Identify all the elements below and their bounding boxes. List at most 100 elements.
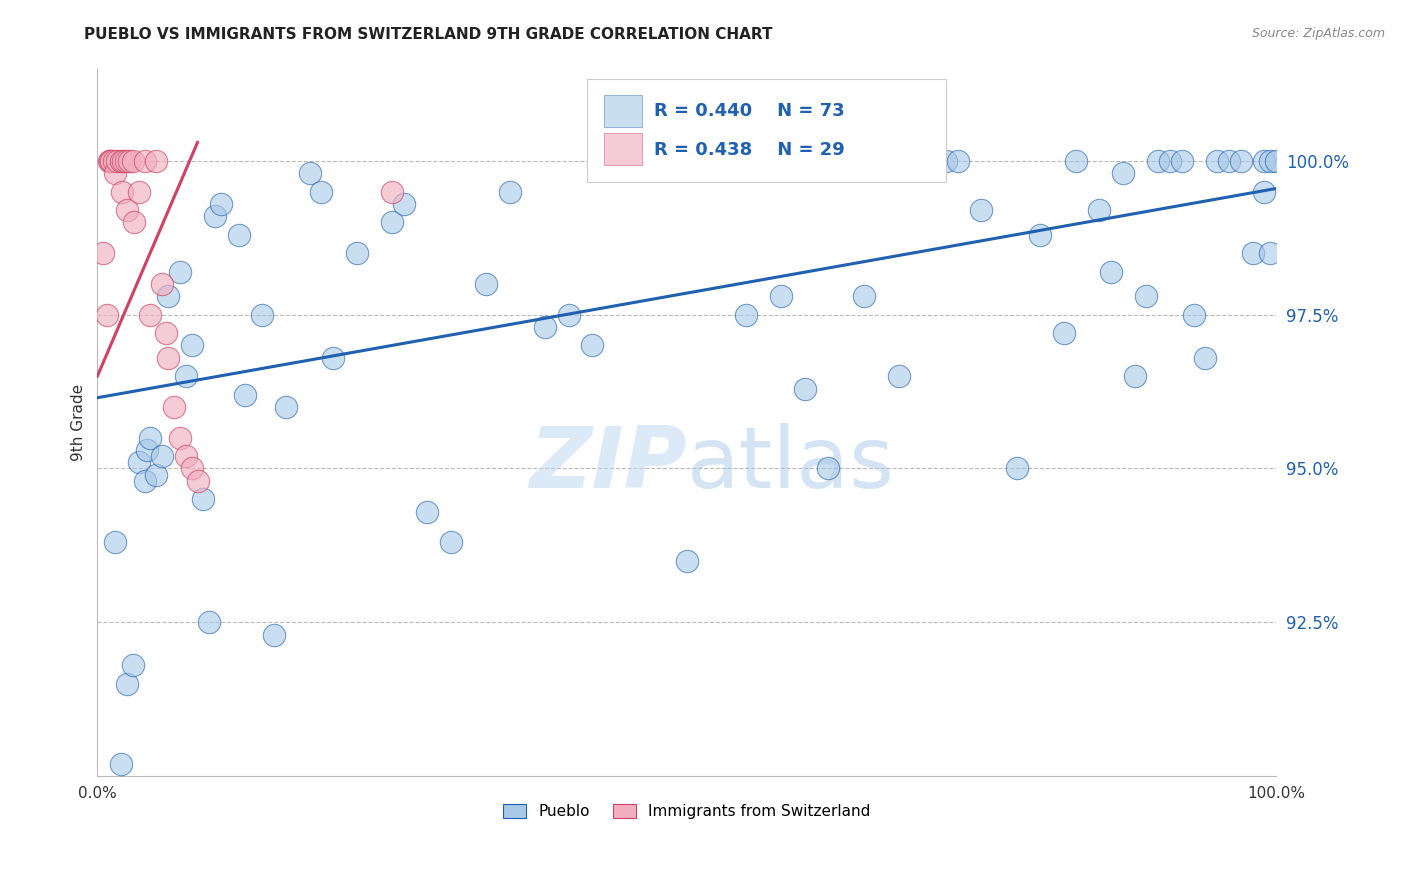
Point [174,449,197,463]
Point [104,166,127,180]
Point [96,308,118,322]
Point [150,449,173,463]
Point [233,387,256,401]
Point [169,264,191,278]
Point [180,338,202,352]
Point [157,351,180,365]
Point [769,289,792,303]
Point [111,185,134,199]
Text: R = 0.440    N = 73: R = 0.440 N = 73 [654,102,845,120]
Point [128,455,150,469]
Point [128,185,150,199]
Point [104,535,127,549]
Point [134,153,156,168]
Point [640,153,662,168]
Point [852,289,875,303]
Point [193,492,215,507]
Point [887,369,910,384]
Point [174,369,197,384]
Point [228,227,250,242]
Point [1123,369,1146,384]
Point [1218,153,1240,168]
Point [135,443,157,458]
Point [1194,351,1216,365]
Point [169,431,191,445]
Point [1135,289,1157,303]
Point [475,277,498,291]
Point [1258,153,1281,168]
Point [946,153,969,168]
Point [817,461,839,475]
Point [652,153,675,168]
Point [734,308,756,322]
FancyBboxPatch shape [605,133,643,166]
Point [198,615,221,630]
Point [1147,153,1170,168]
Point [112,153,135,168]
Point [1159,153,1181,168]
Point [110,153,132,168]
Point [100,153,122,168]
Point [209,197,232,211]
Point [1088,202,1111,217]
Point [121,153,143,168]
Point [1182,308,1205,322]
Point [1206,153,1229,168]
Point [392,197,415,211]
Text: Source: ZipAtlas.com: Source: ZipAtlas.com [1251,27,1385,40]
Point [145,153,167,168]
FancyBboxPatch shape [586,79,946,182]
FancyBboxPatch shape [605,95,643,128]
Point [935,153,957,168]
Text: ZIP: ZIP [529,424,686,507]
Point [1171,153,1194,168]
Point [98,153,121,168]
Text: atlas: atlas [686,424,894,507]
Text: PUEBLO VS IMMIGRANTS FROM SWITZERLAND 9TH GRADE CORRELATION CHART: PUEBLO VS IMMIGRANTS FROM SWITZERLAND 9T… [84,27,773,42]
Point [274,400,297,414]
Text: R = 0.438    N = 29: R = 0.438 N = 29 [654,141,845,159]
Point [115,202,138,217]
Point [1005,461,1028,475]
Point [139,308,162,322]
Point [157,289,180,303]
Point [163,400,186,414]
Point [1112,166,1135,180]
Point [1229,153,1251,168]
Point [121,658,143,673]
Point [1265,153,1288,168]
Point [322,351,344,365]
Point [150,277,173,291]
Point [346,246,368,260]
Point [103,153,125,168]
Point [499,185,522,199]
Y-axis label: 9th Grade: 9th Grade [72,384,86,461]
Point [440,535,463,549]
Point [1258,246,1281,260]
Point [187,474,209,488]
Point [115,677,138,691]
Point [1253,185,1275,199]
Point [1099,264,1122,278]
Point [970,202,993,217]
Point [1253,153,1275,168]
Point [122,215,145,229]
Point [617,153,640,168]
Point [558,308,581,322]
Point [416,505,439,519]
Point [98,153,121,168]
Point [381,215,404,229]
Point [180,461,202,475]
Legend: Pueblo, Immigrants from Switzerland: Pueblo, Immigrants from Switzerland [498,797,876,825]
Point [114,153,136,168]
Point [110,756,132,771]
Point [118,153,141,168]
Point [91,246,114,260]
Point [298,166,321,180]
Point [793,382,815,396]
Point [911,153,934,168]
Point [252,308,274,322]
Point [155,326,177,340]
Point [1053,326,1076,340]
Point [1241,246,1264,260]
